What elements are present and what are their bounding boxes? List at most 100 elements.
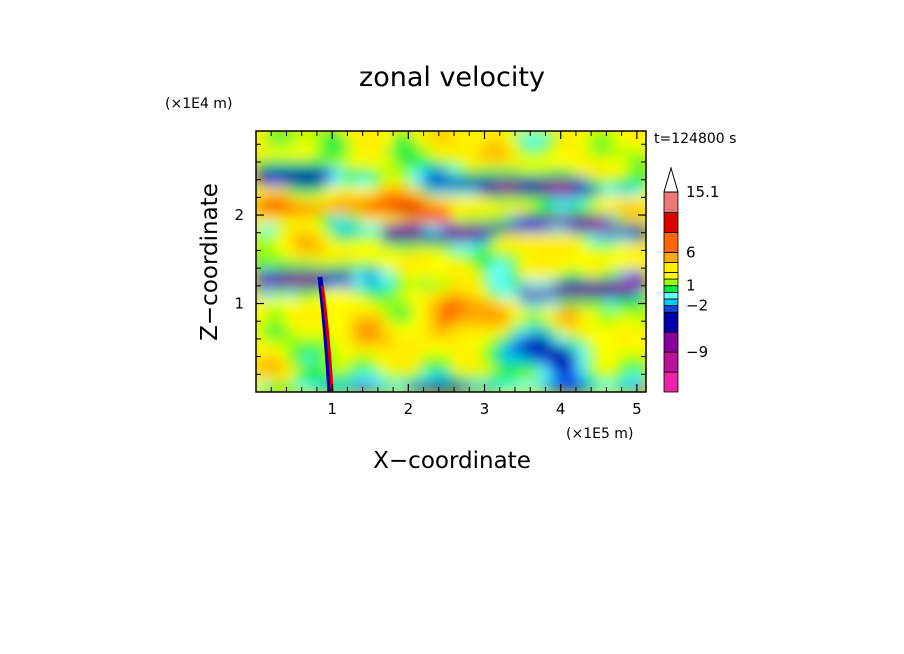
field-cell — [635, 372, 646, 384]
field-cell — [577, 363, 588, 374]
field-cell — [294, 131, 306, 141]
field-cell — [392, 363, 403, 374]
field-cell — [499, 149, 510, 160]
field-cell — [528, 205, 540, 216]
field-cell — [596, 167, 608, 179]
field-cell — [362, 279, 374, 290]
field-cell — [450, 149, 462, 160]
field-cell — [372, 344, 384, 356]
field-cell — [509, 270, 520, 281]
field-cell — [382, 251, 393, 262]
field-cell — [548, 335, 559, 346]
field-cell — [499, 344, 510, 356]
field-cell — [577, 131, 588, 141]
field-cell — [343, 372, 354, 384]
field-cell — [587, 307, 598, 318]
field-cell — [548, 205, 559, 216]
field-cell — [353, 382, 364, 392]
field-cell — [489, 186, 501, 197]
field-cell — [401, 177, 413, 188]
field-cell — [392, 279, 403, 290]
field-cell — [304, 298, 315, 309]
field-cell — [440, 214, 452, 225]
field-cell — [587, 158, 598, 169]
field-cell — [343, 177, 354, 188]
field-cell — [382, 223, 393, 235]
field-cell — [284, 363, 296, 374]
field-cell — [333, 344, 345, 356]
field-cell — [304, 354, 315, 365]
field-cell — [343, 242, 354, 253]
field-cell — [440, 186, 452, 197]
field-cell — [499, 186, 510, 197]
field-cell — [382, 214, 393, 225]
field-cell — [489, 344, 501, 356]
field-cell — [528, 382, 540, 392]
field-cell — [509, 298, 520, 309]
field-cell — [294, 261, 306, 272]
field-cell — [382, 158, 393, 169]
field-cell — [362, 344, 374, 356]
field-cell — [256, 195, 267, 207]
field-cell — [509, 195, 520, 207]
field-cell — [548, 131, 559, 141]
field-cell — [557, 167, 569, 179]
field-cell — [489, 177, 501, 188]
field-cell — [431, 233, 442, 244]
field-cell — [343, 131, 354, 141]
field-cell — [557, 205, 569, 216]
field-cell — [470, 167, 481, 179]
field-cell — [528, 158, 540, 169]
field-cell — [275, 354, 286, 365]
field-cell — [411, 131, 423, 141]
field-cell — [557, 279, 569, 290]
field-cell — [362, 158, 374, 169]
field-cell — [606, 261, 618, 272]
field-cell — [518, 298, 530, 309]
field-cell — [567, 242, 579, 253]
field-cell — [343, 233, 354, 244]
field-cell — [460, 242, 471, 253]
field-cell — [538, 167, 549, 179]
field-cell — [353, 307, 364, 318]
field-cell — [587, 251, 598, 262]
field-cell — [509, 233, 520, 244]
field-cell — [518, 177, 530, 188]
field-cell — [362, 223, 374, 235]
field-cell — [401, 288, 413, 300]
field-cell — [304, 214, 315, 225]
field-cell — [353, 139, 364, 151]
field-cell — [431, 354, 442, 365]
field-cell — [314, 326, 325, 337]
field-cell — [284, 288, 296, 300]
field-cell — [440, 139, 452, 151]
field-cell — [577, 372, 588, 384]
field-cell — [479, 363, 491, 374]
field-cell — [460, 251, 471, 262]
field-cell — [606, 288, 618, 300]
field-cell — [343, 344, 354, 356]
field-cell — [567, 316, 579, 328]
field-cell — [518, 149, 530, 160]
field-cell — [596, 335, 608, 346]
field-cell — [538, 298, 549, 309]
field-cell — [353, 195, 364, 207]
field-cell — [256, 279, 267, 290]
field-cell — [401, 167, 413, 179]
field-cell — [548, 326, 559, 337]
field-cell — [596, 326, 608, 337]
field-cell — [431, 279, 442, 290]
field-cell — [606, 372, 618, 384]
field-cell — [528, 354, 540, 365]
field-cell — [362, 335, 374, 346]
field-cell — [304, 279, 315, 290]
field-cell — [587, 270, 598, 281]
field-cell — [528, 344, 540, 356]
field-cell — [470, 233, 481, 244]
field-cell — [431, 326, 442, 337]
field-cell — [470, 205, 481, 216]
field-cell — [596, 316, 608, 328]
field-cell — [587, 344, 598, 356]
y-tick-label: 2 — [234, 206, 244, 224]
field-cell — [275, 158, 286, 169]
